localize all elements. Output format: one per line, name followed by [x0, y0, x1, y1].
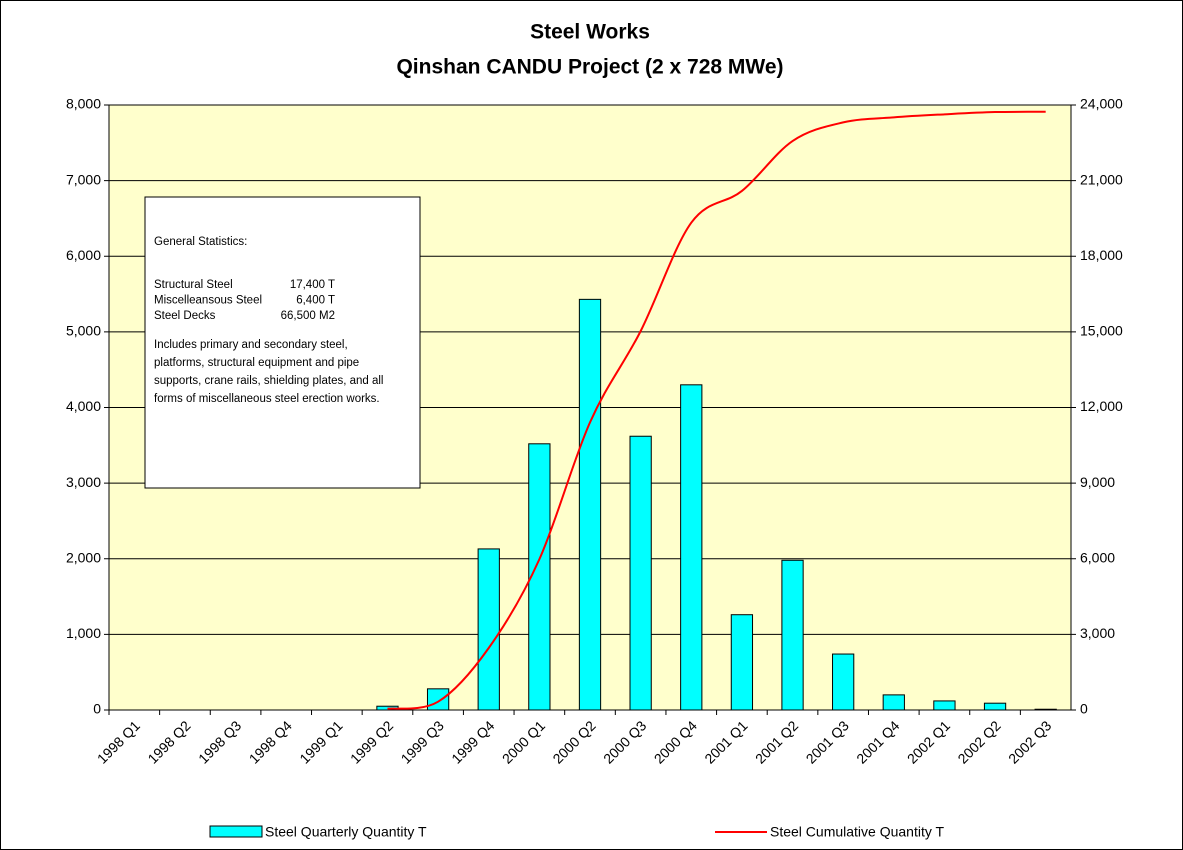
annotation-item-name: Steel Decks	[154, 310, 216, 322]
y-tick-label: 1,000	[66, 625, 101, 641]
y-tick-label: 0	[93, 701, 101, 717]
bar	[528, 443, 551, 711]
y2-tick-label: 24,000	[1080, 96, 1123, 112]
y-tick-label: 3,000	[66, 474, 101, 490]
bar	[781, 559, 804, 711]
y-tick-label: 2,000	[66, 549, 101, 565]
y2-tick-label: 9,000	[1080, 474, 1115, 490]
annotation-note: supports, crane rails, shielding plates,…	[154, 375, 384, 387]
y2-tick-label: 18,000	[1080, 247, 1123, 263]
legend-label: Steel Quarterly Quantity T	[265, 824, 427, 840]
bar	[832, 653, 855, 711]
legend-label: Steel Cumulative Quantity T	[770, 824, 944, 840]
annotation-heading: General Statistics:	[154, 236, 247, 248]
annotation-note: platforms, structural equipment and pipe	[154, 357, 359, 369]
chart-title: Steel Works	[530, 21, 650, 44]
annotation-item-value: 6,400 T	[296, 295, 335, 307]
y-tick-label: 7,000	[66, 171, 101, 187]
annotation-item-value: 66,500 M2	[281, 310, 335, 322]
bar	[730, 614, 754, 711]
legend-swatch	[209, 825, 263, 838]
bar	[933, 700, 956, 711]
chart-subtitle: Qinshan CANDU Project (2 x 728 MWe)	[396, 56, 783, 79]
bar	[477, 548, 500, 711]
y-tick-label: 6,000	[66, 247, 101, 263]
bar	[1034, 708, 1057, 711]
bar	[882, 694, 905, 711]
bar	[983, 702, 1007, 711]
annotation-item-name: Miscelleansous Steel	[154, 295, 262, 307]
y-tick-label: 4,000	[66, 398, 101, 414]
y2-tick-label: 6,000	[1080, 549, 1115, 565]
annotation-note: forms of miscellaneous steel erection wo…	[154, 393, 380, 405]
annotation-box	[144, 196, 421, 489]
annotation-item-value: 17,400 T	[290, 279, 335, 291]
y2-tick-label: 12,000	[1080, 398, 1123, 414]
y2-tick-label: 0	[1080, 701, 1088, 717]
line	[387, 110, 1046, 710]
y2-tick-label: 3,000	[1080, 625, 1115, 641]
y2-tick-label: 21,000	[1080, 171, 1123, 187]
bar	[426, 688, 450, 711]
bar	[680, 384, 703, 711]
y-tick-label: 8,000	[66, 96, 101, 112]
y-tick-label: 5,000	[66, 323, 101, 339]
bar	[629, 435, 652, 711]
y2-tick-label: 15,000	[1080, 323, 1123, 339]
annotation-item-name: Structural Steel	[154, 279, 233, 291]
annotation-note: Includes primary and secondary steel,	[154, 339, 348, 351]
bar	[578, 298, 602, 711]
